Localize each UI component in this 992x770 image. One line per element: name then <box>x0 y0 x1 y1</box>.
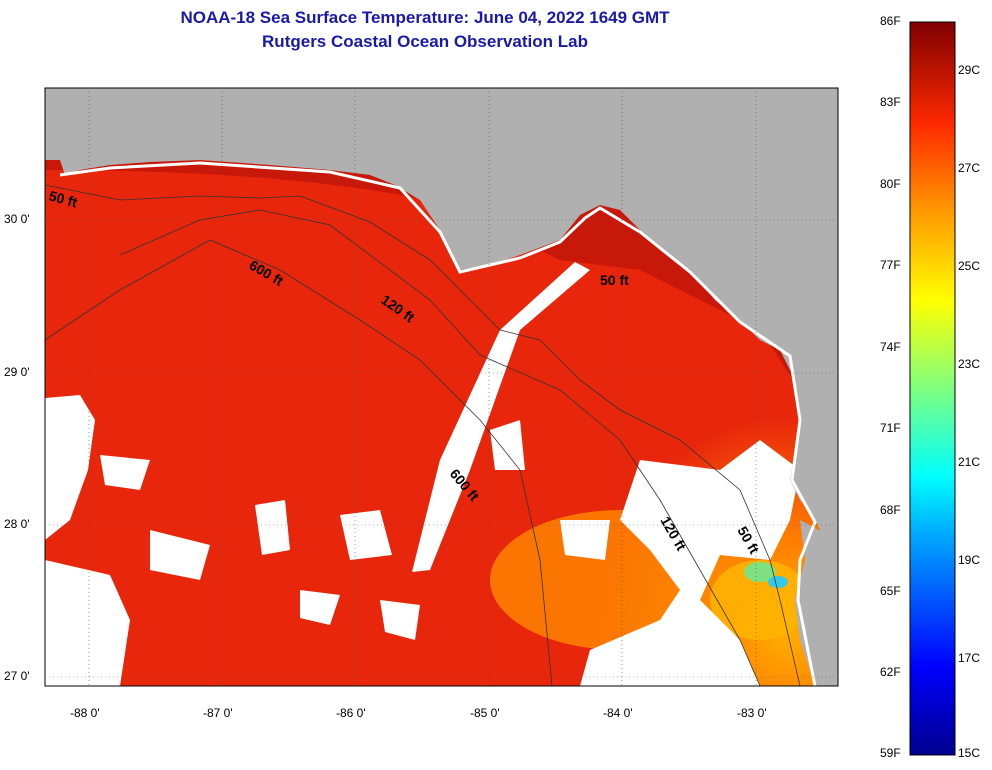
colorbar-c-label: 23C <box>958 357 981 371</box>
cloud-west <box>45 395 95 540</box>
colorbar-f-label: 68F <box>880 503 901 517</box>
lon-label: -86 0' <box>336 706 366 720</box>
cloud-patch-1 <box>100 455 150 490</box>
contour-600ft <box>45 239 553 686</box>
colorbar-c-label: 25C <box>958 259 981 273</box>
contour-50ft <box>45 184 801 686</box>
lon-label: -84 0' <box>603 706 633 720</box>
colorbar-f-label: 77F <box>880 258 901 272</box>
map-title: NOAA-18 Sea Surface Temperature: June 04… <box>180 8 670 27</box>
lat-label: 28 0' <box>4 517 30 531</box>
cloud-patch-6 <box>380 600 420 640</box>
map-subtitle: Rutgers Coastal Ocean Observation Lab <box>262 32 588 51</box>
lon-label: -85 0' <box>470 706 500 720</box>
cloud-patch-2 <box>255 500 290 555</box>
cloud-patch-7 <box>490 420 525 470</box>
colorbar-f-label: 62F <box>880 665 901 679</box>
graticule <box>45 88 838 686</box>
cloud-patch-4 <box>340 510 392 560</box>
colorbar-f-label: 83F <box>880 95 901 109</box>
cloud-patch-8 <box>560 520 610 560</box>
lat-label: 27 0' <box>4 669 30 683</box>
colorbar-c-label: 29C <box>958 63 981 77</box>
cloud-patch-3 <box>150 530 210 580</box>
lat-label: 29 0' <box>4 365 30 379</box>
lat-label: 30 0' <box>4 212 30 226</box>
lon-label: -83 0' <box>737 706 767 720</box>
colorbar-f-label: 86F <box>880 14 901 28</box>
contour-120ft <box>119 209 761 686</box>
cloud-southwest <box>45 560 130 686</box>
colorbar-f-label: 80F <box>880 177 901 191</box>
florida-panhandle-land <box>45 88 838 540</box>
coastline <box>59 161 817 686</box>
colorbar-f-label: 74F <box>880 340 901 354</box>
colorbar-c-label: 21C <box>958 455 981 469</box>
map-frame <box>44 87 839 687</box>
cool-green-spot <box>744 562 776 582</box>
lon-label: -88 0' <box>70 706 100 720</box>
colorbar-c-label: 15C <box>958 746 981 760</box>
cool-cyan-spot <box>768 576 788 588</box>
contour-label-50ft-east: 50 ft <box>600 272 629 288</box>
colorbar-c-label: 17C <box>958 651 981 665</box>
lon-label: -87 0' <box>203 706 233 720</box>
contour-label-50ft-west: 50 ft <box>47 187 79 210</box>
colorbar-f-label: 65F <box>880 584 901 598</box>
colorbar-c-label: 27C <box>958 161 981 175</box>
colorbar-f-label: 59F <box>880 746 901 760</box>
colorbar-f-label: 71F <box>880 421 901 435</box>
cloud-patch-5 <box>300 590 340 625</box>
colorbar-c-label: 19C <box>958 553 981 567</box>
colorbar <box>909 21 956 756</box>
cloud-streak <box>412 262 590 572</box>
